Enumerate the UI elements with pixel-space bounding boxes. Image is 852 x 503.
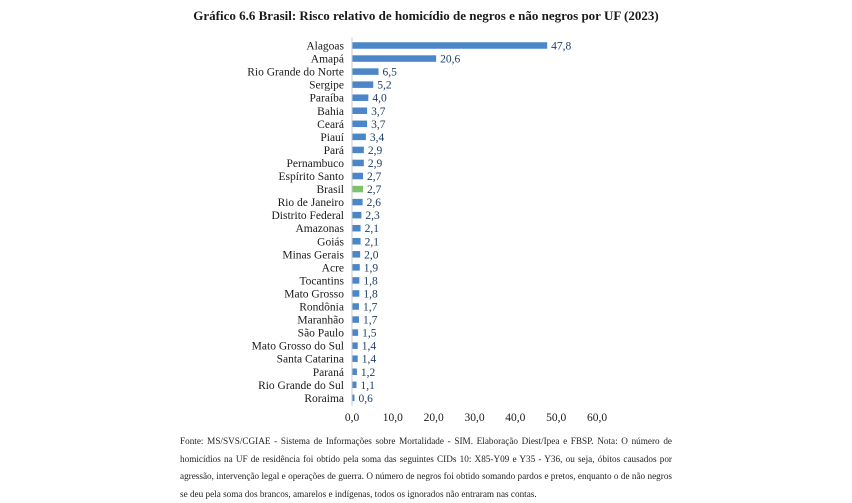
bar: [352, 368, 357, 375]
category-label: Espírito Santo: [279, 171, 345, 183]
data-label: 1,7: [363, 302, 378, 314]
data-label: 1,9: [364, 262, 379, 274]
category-label: Alagoas: [306, 41, 344, 53]
category-label: Pará: [324, 145, 344, 157]
category-label: Rio Grande do Norte: [247, 67, 344, 79]
bar: [352, 107, 368, 114]
data-label: 2,1: [365, 236, 380, 248]
category-label: Rio de Janeiro: [278, 197, 345, 209]
category-label: Santa Catarina: [277, 354, 344, 366]
data-label: 1,8: [363, 288, 378, 300]
value-labels: 47,820,66,55,24,03,73,73,42,92,92,72,72,…: [358, 41, 571, 405]
data-label: 1,1: [360, 380, 375, 392]
data-label: 5,2: [377, 80, 392, 92]
data-label: 2,9: [368, 145, 383, 157]
data-label: 20,6: [440, 54, 460, 66]
category-label: Brasil: [317, 184, 344, 196]
data-label: 2,0: [364, 249, 379, 261]
bar: [352, 290, 360, 297]
category-label: São Paulo: [298, 328, 345, 340]
category-label: Mato Grosso: [284, 288, 344, 300]
bar: [352, 159, 364, 167]
data-label: 1,7: [363, 315, 378, 327]
category-label: Rondônia: [299, 302, 344, 314]
data-label: 1,2: [361, 367, 376, 379]
category-label: Paraná: [313, 367, 344, 379]
bar: [352, 133, 366, 141]
category-label: Rio Grande do Sul: [258, 380, 344, 392]
category-label: Roraima: [304, 393, 344, 405]
category-label: Sergipe: [309, 80, 344, 92]
category-label: Distrito Federal: [272, 210, 345, 222]
category-label: Goiás: [317, 236, 344, 248]
bar: [352, 251, 361, 258]
bar: [352, 172, 364, 180]
category-label: Minas Gerais: [282, 249, 344, 261]
data-label: 1,5: [362, 328, 377, 340]
bar: [352, 224, 361, 232]
bar: [352, 81, 374, 88]
bar: [352, 277, 360, 284]
chart-title: Gráfico 6.6 Brasil: Risco relativo de ho…: [193, 8, 659, 23]
x-tick-label: 10,0: [383, 412, 403, 424]
bar: [352, 68, 379, 75]
category-label: Amazonas: [295, 223, 344, 235]
bar: [352, 42, 548, 49]
bar: [352, 355, 358, 362]
data-label: 4,0: [372, 93, 387, 105]
category-label: Paraíba: [310, 93, 344, 105]
bar: [352, 329, 359, 336]
data-label: 2,1: [365, 223, 380, 235]
x-tick-label: 40,0: [505, 412, 525, 424]
data-label: 3,7: [371, 106, 386, 118]
bar: [352, 55, 437, 62]
bar: [352, 381, 357, 389]
bar: [352, 185, 364, 193]
category-label: Bahia: [317, 106, 344, 118]
data-label: 3,7: [371, 119, 386, 131]
x-tick-label: 30,0: [464, 412, 484, 424]
bar: [352, 94, 369, 101]
category-label: Maranhão: [297, 315, 344, 327]
bar: [352, 342, 358, 349]
data-label: 2,7: [367, 184, 382, 196]
data-label: 1,4: [362, 354, 377, 366]
data-label: 2,7: [367, 171, 382, 183]
data-label: 6,5: [383, 67, 398, 79]
category-label: Ceará: [317, 119, 344, 131]
data-label: 2,6: [367, 197, 382, 209]
bar: [352, 316, 359, 323]
x-tick-label: 60,0: [587, 412, 607, 424]
x-tick-label: 20,0: [424, 412, 444, 424]
category-label: Pernambuco: [287, 158, 345, 170]
data-label: 1,4: [362, 341, 377, 353]
data-label: 3,4: [370, 132, 385, 144]
category-label: Mato Grosso do Sul: [252, 341, 344, 353]
data-label: 1,8: [363, 275, 378, 287]
category-label: Acre: [322, 262, 344, 274]
bar: [352, 238, 361, 245]
source-note: Fonte: MS/SVS/CGIAE - Sistema de Informa…: [180, 436, 672, 499]
bar: [352, 394, 355, 402]
data-label: 47,8: [551, 41, 571, 53]
data-label: 2,3: [365, 210, 380, 222]
bar: [352, 120, 368, 128]
x-axis-ticks: 0,0 10,0 20,0 30,0 40,0 50,0 60,0: [345, 412, 608, 424]
data-label: 2,9: [368, 158, 383, 170]
bars: [352, 42, 548, 402]
category-label: Amapá: [311, 54, 344, 66]
bar: [352, 264, 360, 271]
bar: [352, 303, 359, 310]
bar: [352, 198, 363, 206]
data-label: 0,6: [358, 393, 373, 405]
bar: [352, 211, 362, 219]
x-tick-label: 50,0: [546, 412, 566, 424]
category-label: Tocantins: [299, 275, 344, 287]
category-label: Piauí: [320, 132, 344, 144]
x-tick-label: 0,0: [345, 412, 360, 424]
bar: [352, 146, 364, 154]
